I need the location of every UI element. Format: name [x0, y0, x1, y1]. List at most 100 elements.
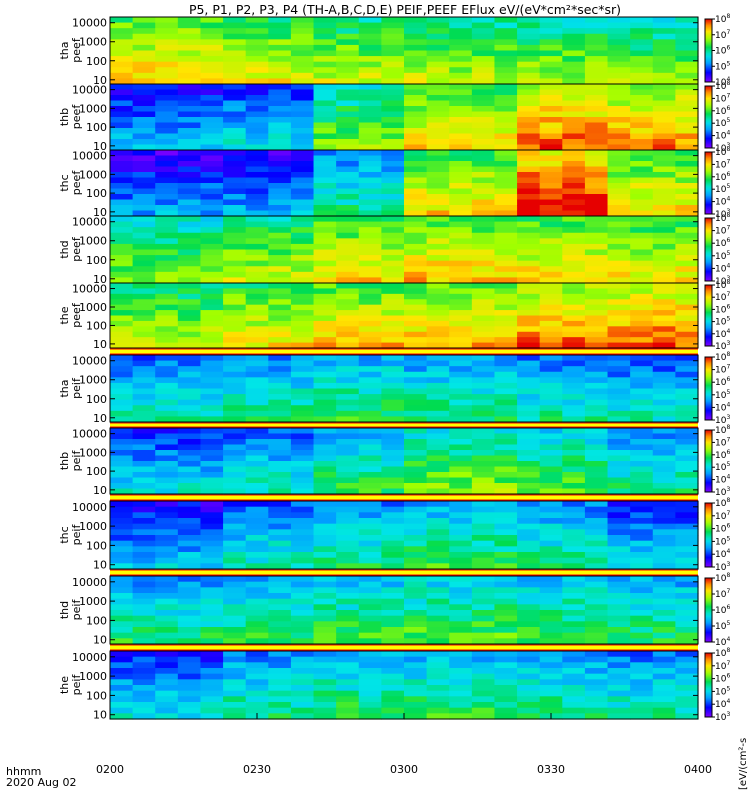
spectrogram-cell — [607, 95, 631, 102]
spectrogram-cell — [200, 360, 224, 367]
spectrogram-cell — [449, 488, 473, 495]
spectrogram-cell — [607, 22, 631, 29]
spectrogram-cell — [471, 477, 496, 484]
spectrogram-cell — [449, 67, 473, 74]
spectrogram-cell — [630, 679, 654, 686]
spectrogram-cell — [449, 632, 473, 639]
spectrogram-cell — [471, 662, 496, 669]
spectrogram-cell — [426, 199, 450, 206]
spectrogram-cell — [584, 342, 609, 349]
spectrogram-cell — [426, 266, 450, 273]
spectrogram-cell — [313, 433, 337, 440]
spectrogram-cell — [584, 656, 609, 663]
spectrogram-cell — [381, 326, 405, 333]
spectrogram-cell — [607, 78, 631, 85]
spectrogram-cell — [562, 100, 586, 107]
spectrogram-cell — [268, 518, 292, 525]
spectrogram-cell — [336, 587, 360, 594]
spectrogram-cell — [110, 360, 134, 367]
spectrogram-cell — [132, 535, 156, 542]
spectrogram-cell — [494, 95, 518, 102]
spectrogram-cell — [517, 326, 541, 333]
spectrogram-cell — [200, 662, 224, 669]
spectrogram-cell — [517, 337, 541, 344]
spectrogram-cell — [449, 194, 473, 201]
spectrogram-cell — [155, 450, 179, 457]
spectrogram-cell — [155, 405, 179, 412]
spectrogram-cell — [177, 610, 202, 617]
spectrogram-cell — [584, 366, 609, 373]
spectrogram-cell — [471, 523, 496, 530]
spectrogram-cell — [652, 122, 676, 129]
spectrogram-cell — [426, 428, 450, 435]
spectrogram-cell — [426, 450, 450, 457]
spectrogram-cell — [404, 326, 428, 333]
spectrogram-cell — [336, 377, 360, 384]
spectrogram-cell — [652, 283, 676, 290]
spectrogram-cell — [245, 651, 269, 658]
spectrogram-cell — [630, 388, 654, 395]
spectrogram-cell — [584, 632, 609, 639]
spectrogram-cell — [110, 662, 134, 669]
spectrogram-cell — [381, 28, 405, 35]
spectrogram-cell — [381, 615, 405, 622]
spectrogram-cell — [177, 320, 202, 327]
spectrogram-cell — [268, 627, 292, 634]
spectrogram-cell — [404, 172, 428, 179]
spectrogram-cell — [404, 557, 428, 564]
spectrogram-cell — [652, 621, 676, 628]
spectrogram-cell — [336, 466, 360, 473]
y-tick-label: 10000 — [72, 428, 107, 441]
spectrogram-cell — [584, 33, 609, 40]
spectrogram-cell — [177, 310, 202, 317]
spectrogram-cell — [268, 366, 292, 373]
spectrogram-cell — [404, 183, 428, 190]
spectrogram-cell — [177, 72, 202, 80]
spectrogram-cell — [155, 210, 179, 217]
y-tick-label: 100 — [86, 121, 107, 134]
spectrogram-cell — [426, 557, 450, 564]
spectrogram-cell — [494, 461, 518, 468]
spectrogram-cell — [313, 523, 337, 530]
spectrogram-cell — [268, 210, 292, 217]
spectrogram-cell — [426, 535, 450, 542]
spectrogram-cell — [381, 707, 405, 714]
spectrogram-cell — [404, 44, 428, 52]
spectrogram-cell — [675, 416, 699, 423]
spectrogram-cell — [200, 89, 224, 96]
spectrogram-cell — [675, 106, 699, 113]
spectrogram-cell — [675, 271, 699, 279]
spectrogram-cell — [132, 304, 156, 311]
spectrogram-cell — [494, 377, 518, 384]
spectrogram-cell — [132, 610, 156, 617]
spectrogram-cell — [471, 111, 496, 118]
spectrogram-cell — [336, 78, 360, 85]
spectrogram-cell — [268, 428, 292, 435]
spectrogram-cell — [132, 260, 156, 267]
spectrogram-cell — [245, 139, 269, 146]
colorbar-tick-label: 108 — [715, 146, 730, 158]
spectrogram-cell — [358, 283, 382, 290]
spectrogram-cell — [675, 673, 699, 680]
spectrogram-cell — [290, 563, 315, 570]
spectrogram-cell — [132, 100, 156, 107]
colorbar-tick-label: 107 — [715, 291, 730, 303]
spectrogram-cell — [652, 518, 676, 525]
spectrogram-cell — [381, 155, 405, 162]
spectrogram-cell — [494, 388, 518, 395]
spectrogram-cell — [539, 598, 563, 605]
spectrogram-cell — [652, 627, 676, 634]
spectrogram-cell — [290, 388, 315, 395]
spectrogram-cell — [245, 67, 269, 74]
spectrogram-cell — [313, 194, 337, 201]
spectrogram-cell — [110, 166, 134, 173]
spectrogram-cell — [358, 61, 382, 68]
spectrogram-cell — [155, 535, 179, 542]
spectrogram-cell — [562, 552, 586, 559]
spectrogram-cell — [245, 627, 269, 634]
date-label: 2020 Aug 02 — [6, 776, 77, 789]
spectrogram-cell — [562, 172, 586, 179]
spectrogram-cell — [155, 61, 179, 68]
spectrogram-cell — [155, 466, 179, 473]
spectrogram-cell — [313, 610, 337, 617]
